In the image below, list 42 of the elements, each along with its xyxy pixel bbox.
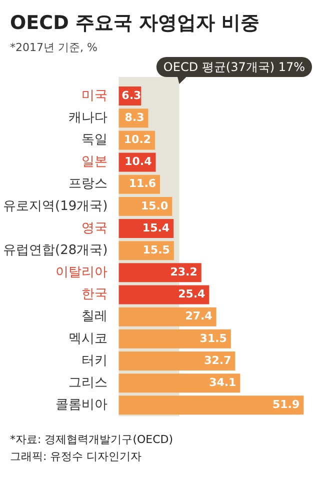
y-tick-label: 유럽연합(28개국) — [3, 242, 108, 258]
y-tick-label: 이탈리아 — [56, 265, 108, 280]
y-tick-label: 칠레 — [82, 309, 108, 324]
data-label: 10.4 — [124, 155, 152, 168]
data-label: 15.4 — [142, 221, 170, 234]
data-label: 31.5 — [200, 332, 227, 345]
text: 그래픽: 유정수 디자인기자 — [10, 449, 143, 465]
y-tick-label: 캐나다 — [68, 110, 108, 126]
data-label: 10.2 — [124, 133, 152, 146]
chart-title: OECD 주요국 자영업자 비중 — [9, 11, 261, 36]
y-tick-label: 일본 — [82, 154, 108, 170]
data-label: 15.0 — [141, 199, 168, 212]
bar — [118, 285, 210, 304]
bar — [118, 307, 216, 326]
data-label: 8.3 — [124, 110, 144, 124]
data-label: 23.2 — [170, 266, 198, 279]
data-label: 25.4 — [178, 288, 206, 301]
text: *자료: 경제협력개발기구(OECD) — [10, 432, 174, 448]
y-tick-label: 프랑스 — [68, 176, 108, 192]
bar — [118, 374, 240, 393]
y-tick-label: 그리스 — [68, 375, 108, 390]
y-tick-label: 미국 — [82, 88, 108, 104]
y-tick-label: 멕시코 — [68, 331, 108, 346]
bar — [118, 396, 304, 415]
bar — [118, 263, 202, 282]
y-tick-label: 터키 — [82, 353, 108, 368]
y-tick-label: 독일 — [82, 132, 108, 148]
data-label: 6.3 — [122, 88, 142, 102]
band-label: OECD 평균(37개국) 17% — [163, 60, 306, 74]
data-label: 34.1 — [209, 376, 236, 389]
chart-subtitle: *2017년 기준, % — [9, 40, 98, 55]
y-tick-label: 영국 — [82, 220, 108, 236]
data-label: 51.9 — [272, 398, 300, 412]
y-tick-label: 콜롬비아 — [56, 398, 108, 413]
bar — [118, 329, 231, 348]
data-label: 27.4 — [185, 310, 213, 323]
data-label: 32.7 — [204, 354, 232, 367]
y-tick-label: 유로지역(19개국) — [3, 198, 108, 214]
data-label: 15.5 — [142, 243, 170, 256]
bar — [118, 352, 236, 370]
data-label: 11.6 — [128, 177, 156, 190]
y-tick-label: 한국 — [82, 287, 108, 302]
